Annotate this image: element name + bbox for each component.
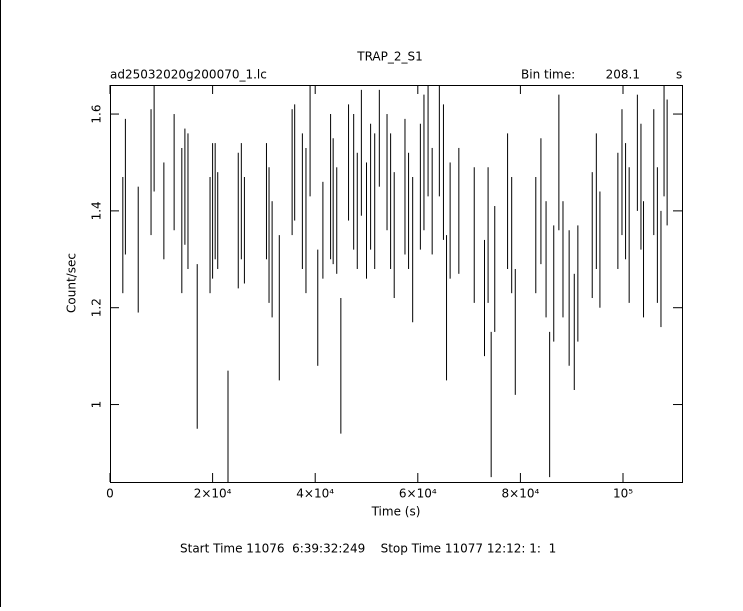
x-tick-label: 6×10⁴ [399, 487, 437, 501]
x-tick-label: 2×10⁴ [194, 487, 232, 501]
y-axis-label: Count/sec [65, 253, 79, 313]
bin-time-unit: s [676, 68, 682, 82]
bin-time: 208.1 [606, 68, 640, 82]
subtitle: ad25032020g200070_1.lc [110, 68, 267, 82]
data-layer [122, 85, 668, 482]
footer: Start Time 11076 6:39:32:249 Stop Time 1… [180, 542, 556, 556]
y-tick-label: 1.4 [90, 201, 104, 220]
x-tick-label: 10⁵ [613, 487, 633, 501]
x-axis-label: Time (s) [371, 505, 421, 519]
x-tick-label: 8×10⁴ [502, 487, 540, 501]
bin-time-label: Bin time: [521, 68, 575, 82]
chart-title: TRAP_2_S1 [356, 50, 423, 64]
y-tick-label: 1.6 [90, 105, 104, 124]
y-tick-label: 1.2 [90, 298, 104, 317]
y-tick-label: 1 [90, 401, 104, 409]
x-tick-label: 0 [106, 487, 114, 501]
plot-frame [110, 85, 683, 483]
x-tick-label: 4×10⁴ [296, 487, 334, 501]
